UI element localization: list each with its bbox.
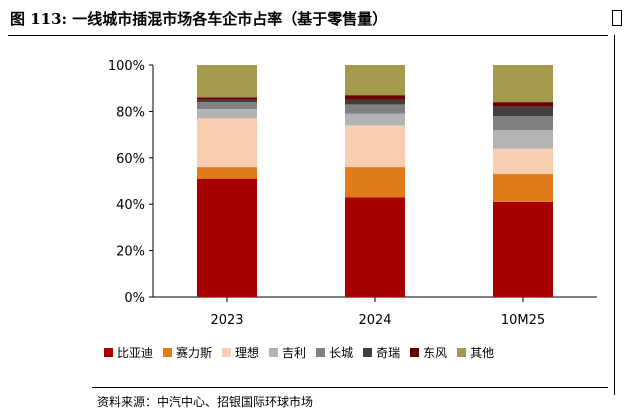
legend-swatch [410, 348, 420, 357]
legend-swatch [269, 348, 279, 357]
y-tick-label: 80% [116, 105, 145, 120]
x-tick-label: 10M25 [501, 313, 545, 328]
stacked-bar-chart: 0% 20% 40% 60% 80% 100% 2023 2024 10M25 [108, 59, 597, 328]
legend-item: 比亚迪 [104, 344, 153, 361]
y-tick-label: 60% [116, 152, 145, 167]
bar-segment-1-2 [345, 125, 405, 168]
legend-label: 东风 [423, 346, 448, 360]
bar-segment-0-1 [197, 167, 257, 179]
bar-segment-2-1 [493, 174, 553, 202]
bar-segment-0-3 [197, 109, 257, 119]
legend-label: 长城 [329, 346, 354, 360]
bar-segment-1-1 [345, 167, 405, 198]
source-divider [92, 387, 608, 388]
bar-segment-2-2 [493, 148, 553, 175]
x-tick-label: 2024 [358, 313, 391, 328]
bar-segment-1-3 [345, 113, 405, 126]
legend-item: 东风 [410, 344, 447, 361]
adjacent-panel-edge [612, 10, 622, 26]
bar-segment-2-6 [493, 102, 553, 107]
legend-swatch [363, 348, 373, 357]
bar-segment-0-0 [197, 178, 257, 297]
bar-segment-1-7 [345, 65, 405, 96]
bar-segment-2-3 [493, 129, 553, 149]
bar-segment-1-6 [345, 95, 405, 100]
legend-item: 其他 [457, 344, 494, 361]
y-tick-label: 40% [116, 198, 145, 213]
legend-label: 奇瑞 [376, 346, 401, 360]
bar-segment-0-7 [197, 65, 257, 98]
y-tick-label: 100% [108, 59, 145, 74]
legend-label: 赛力斯 [176, 346, 213, 360]
legend-swatch [457, 348, 467, 357]
bar-segment-2-7 [493, 65, 553, 103]
legend-swatch [316, 348, 326, 357]
bar-segment-1-5 [345, 99, 405, 105]
bar-segment-0-6 [197, 97, 257, 100]
legend-swatch [104, 348, 113, 357]
legend-swatch [163, 348, 173, 357]
bar-segment-0-5 [197, 99, 257, 103]
legend-item: 吉利 [269, 344, 306, 361]
chart-legend: 比亚迪 赛力斯 理想 吉利 长城 奇瑞 东风 其他 [104, 344, 494, 361]
adjacent-panel-divider [614, 35, 615, 395]
legend-item: 理想 [222, 344, 259, 361]
y-tick-label: 20% [116, 245, 145, 260]
bar-segment-2-4 [493, 116, 553, 130]
legend-label: 理想 [235, 346, 260, 360]
legend-swatch [222, 348, 232, 357]
legend-item: 长城 [316, 344, 353, 361]
chart-title: 图 113: 一线城市插混市场各车企市占率（基于零售量） [10, 10, 388, 28]
legend-item: 奇瑞 [363, 344, 400, 361]
title-divider [8, 35, 608, 36]
source-note: 资料来源：中汽中心、招银国际环球市场 [97, 395, 314, 409]
bar-segment-1-0 [345, 197, 405, 297]
bar-segment-2-5 [493, 106, 553, 117]
bar-segment-0-4 [197, 102, 257, 110]
y-tick-label: 0% [124, 291, 145, 306]
legend-label: 吉利 [282, 346, 307, 360]
bar-segment-1-4 [345, 104, 405, 114]
bar-segment-2-0 [493, 201, 553, 297]
legend-label: 比亚迪 [117, 346, 154, 360]
legend-label: 其他 [470, 346, 495, 360]
legend-item: 赛力斯 [163, 344, 212, 361]
x-tick-label: 2023 [210, 313, 243, 328]
bar-segment-0-2 [197, 118, 257, 168]
